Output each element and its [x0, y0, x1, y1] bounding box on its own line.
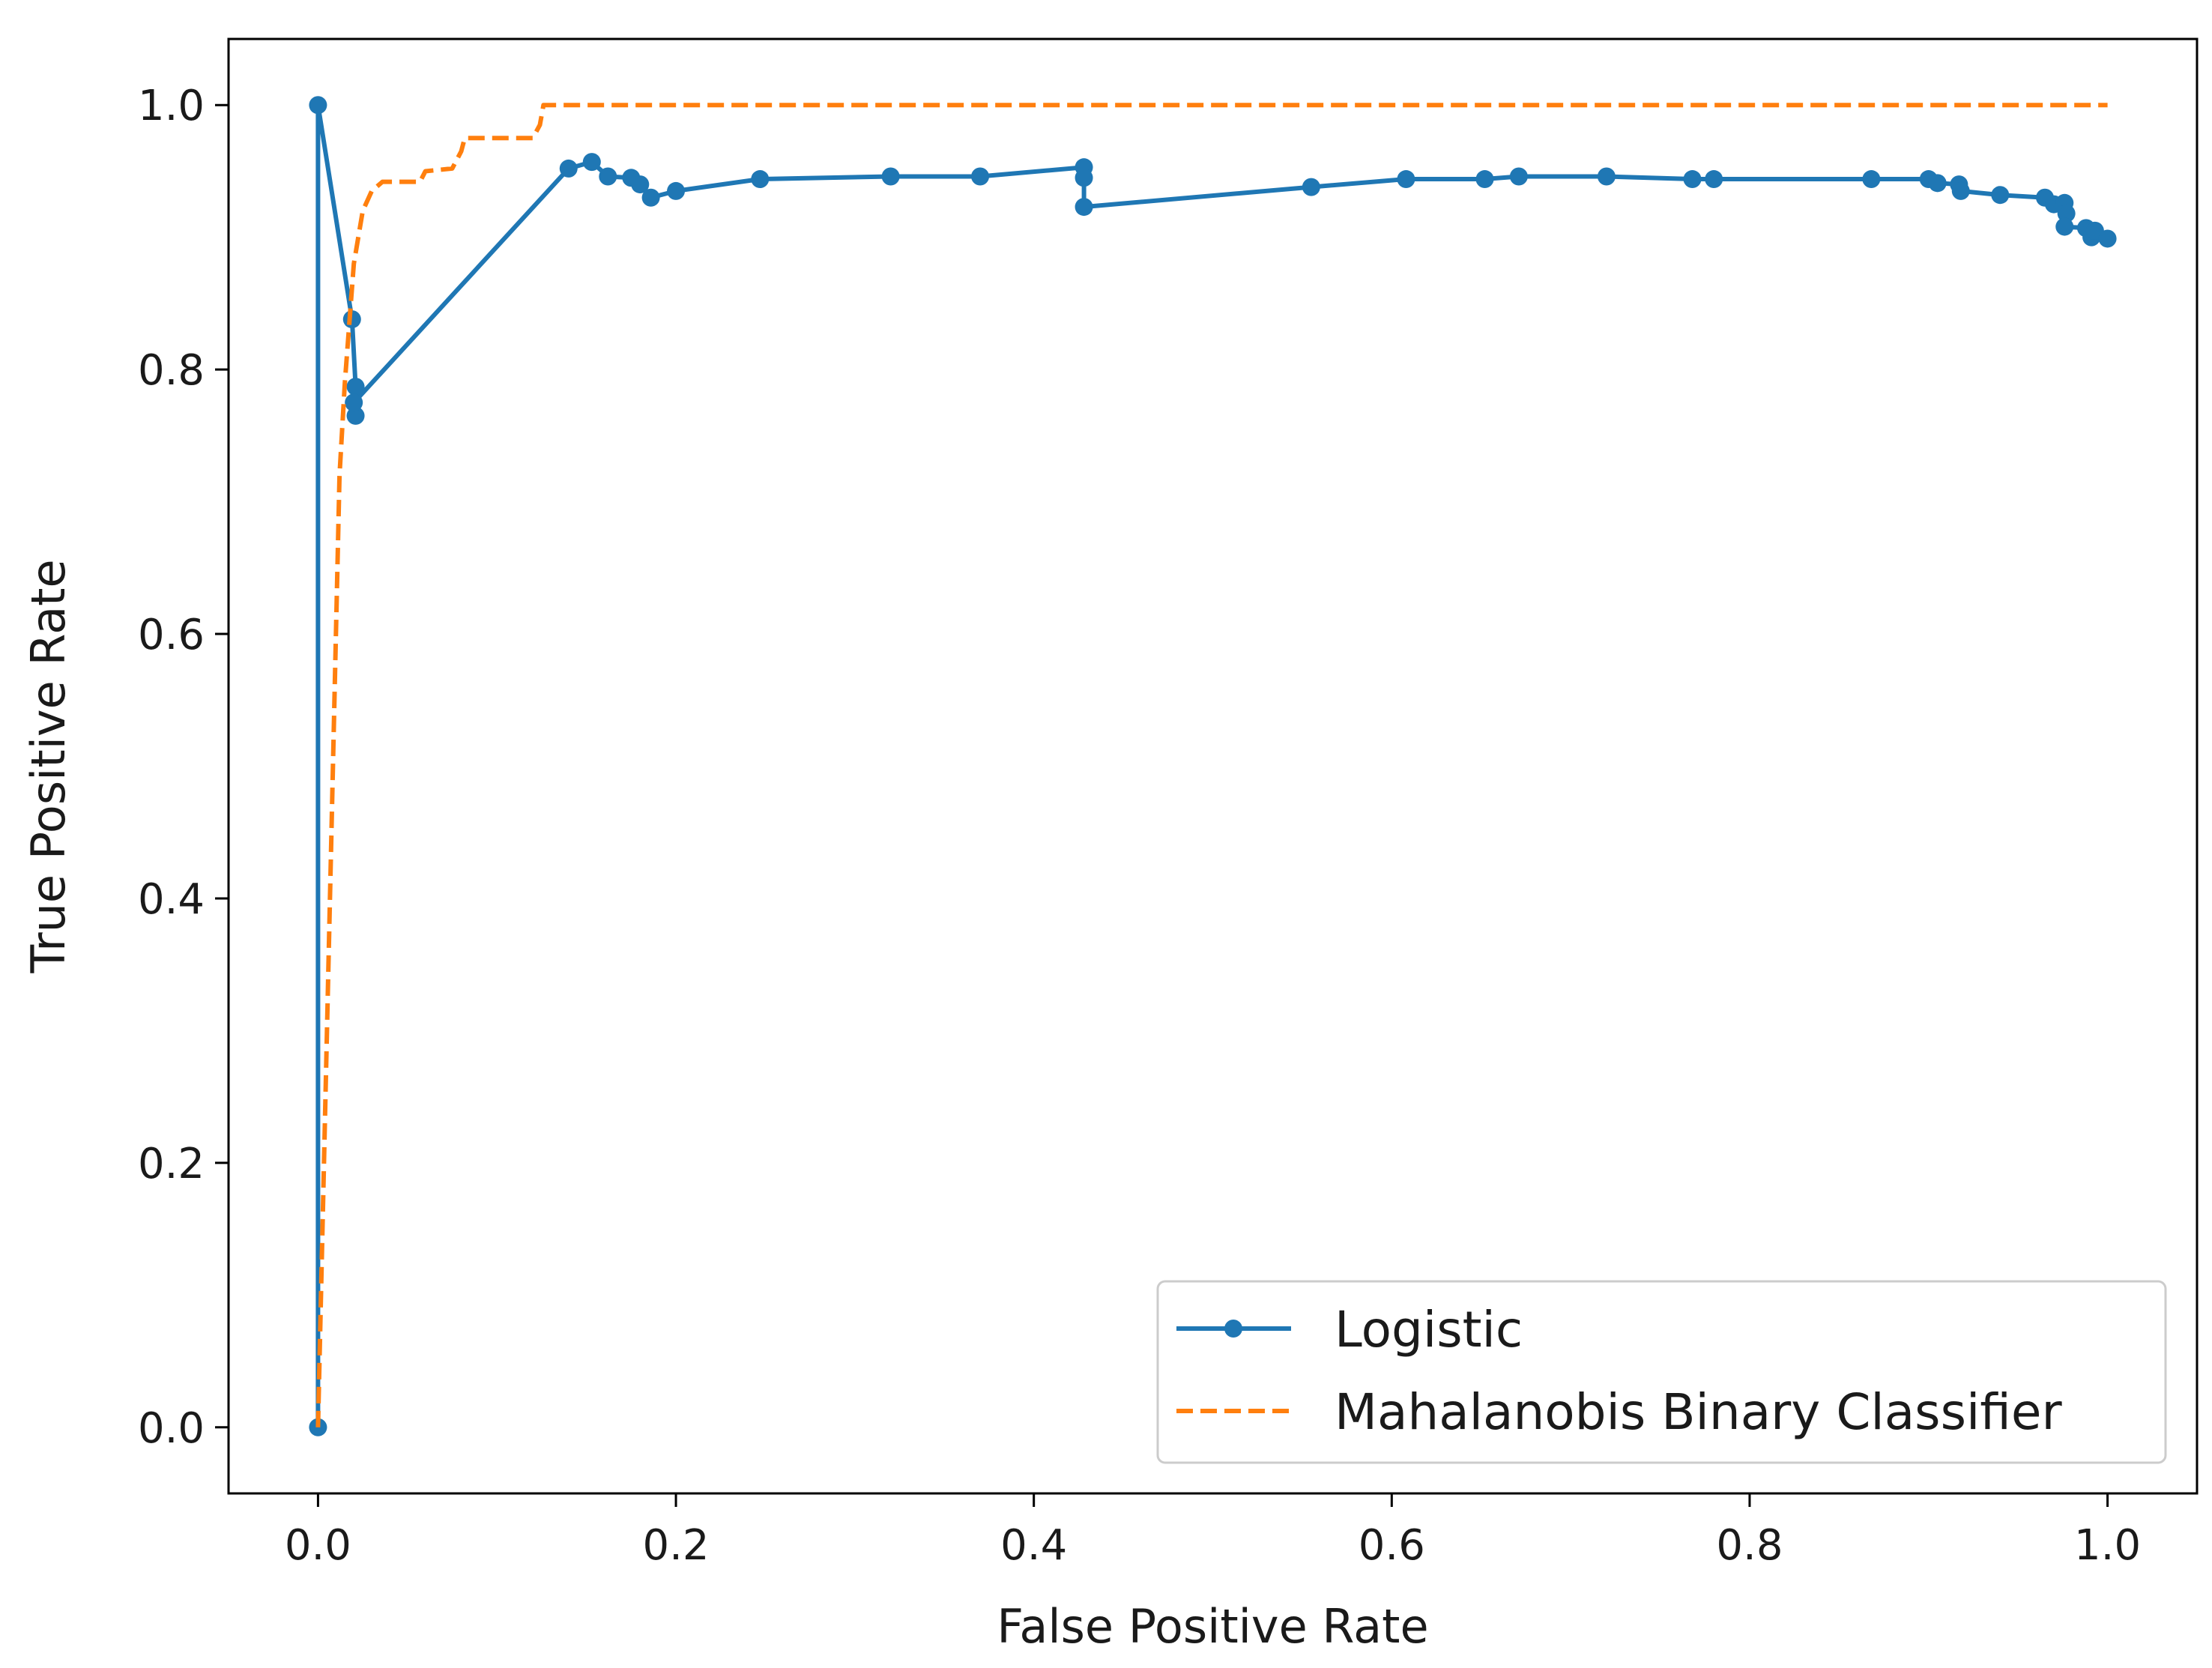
data-point	[631, 175, 650, 194]
data-point	[559, 159, 578, 178]
data-point	[1302, 178, 1320, 196]
data-point	[599, 167, 617, 186]
data-point	[751, 170, 770, 189]
data-point	[1397, 170, 1415, 189]
x-axis-label: False Positive Rate	[997, 1599, 1428, 1654]
data-point	[1475, 170, 1494, 189]
plot-marks	[309, 96, 2117, 1436]
data-point	[1928, 174, 1947, 193]
data-point	[1951, 181, 1970, 200]
x-tick-label: 0.4	[1000, 1521, 1067, 1570]
data-point	[582, 153, 601, 172]
y-tick-label: 0.6	[138, 611, 205, 659]
data-point	[345, 393, 363, 412]
plot-frame	[227, 37, 2199, 1495]
y-tick-label: 0.8	[138, 346, 205, 395]
data-point	[1683, 170, 1702, 189]
y-axis-ticks: 0.0 0.2 0.4 0.6 0.8 1.0	[138, 82, 229, 1453]
data-point	[346, 406, 365, 425]
x-axis-ticks: 0.0 0.2 0.4 0.6 0.8 1.0	[285, 1493, 2141, 1570]
data-point	[1597, 167, 1616, 186]
data-point	[309, 96, 327, 115]
legend: Logistic Mahalanobis Binary Classifier	[1156, 1280, 2167, 1464]
data-point	[1991, 186, 2010, 205]
x-tick-label: 0.8	[1716, 1521, 1783, 1570]
data-point	[1862, 170, 1881, 189]
data-point	[2098, 229, 2117, 248]
x-tick-label: 0.6	[1359, 1521, 1425, 1570]
legend-box	[1156, 1280, 2167, 1464]
x-tick-label: 1.0	[2074, 1521, 2141, 1570]
data-point	[1509, 167, 1528, 186]
y-tick-label: 1.0	[138, 82, 205, 130]
y-tick-label: 0.0	[138, 1404, 205, 1453]
y-tick-label: 0.4	[138, 875, 205, 924]
data-point	[346, 378, 365, 396]
legend-label: Logistic	[1335, 1301, 1523, 1359]
data-point	[667, 181, 686, 200]
legend-label: Mahalanobis Binary Classifier	[1335, 1383, 2062, 1441]
data-point	[1705, 170, 1723, 189]
x-tick-label: 0.2	[643, 1521, 710, 1570]
data-point	[1075, 198, 1093, 217]
x-tick-label: 0.0	[285, 1521, 351, 1570]
data-point	[971, 167, 990, 186]
data-point	[881, 167, 900, 186]
data-point	[641, 188, 660, 207]
legend-marker	[1224, 1320, 1242, 1338]
y-tick-label: 0.2	[138, 1140, 205, 1188]
data-point	[1075, 169, 1093, 187]
data-point	[2057, 204, 2076, 223]
y-axis-label: True Positive Rate	[21, 559, 76, 973]
data-point	[2055, 217, 2074, 236]
